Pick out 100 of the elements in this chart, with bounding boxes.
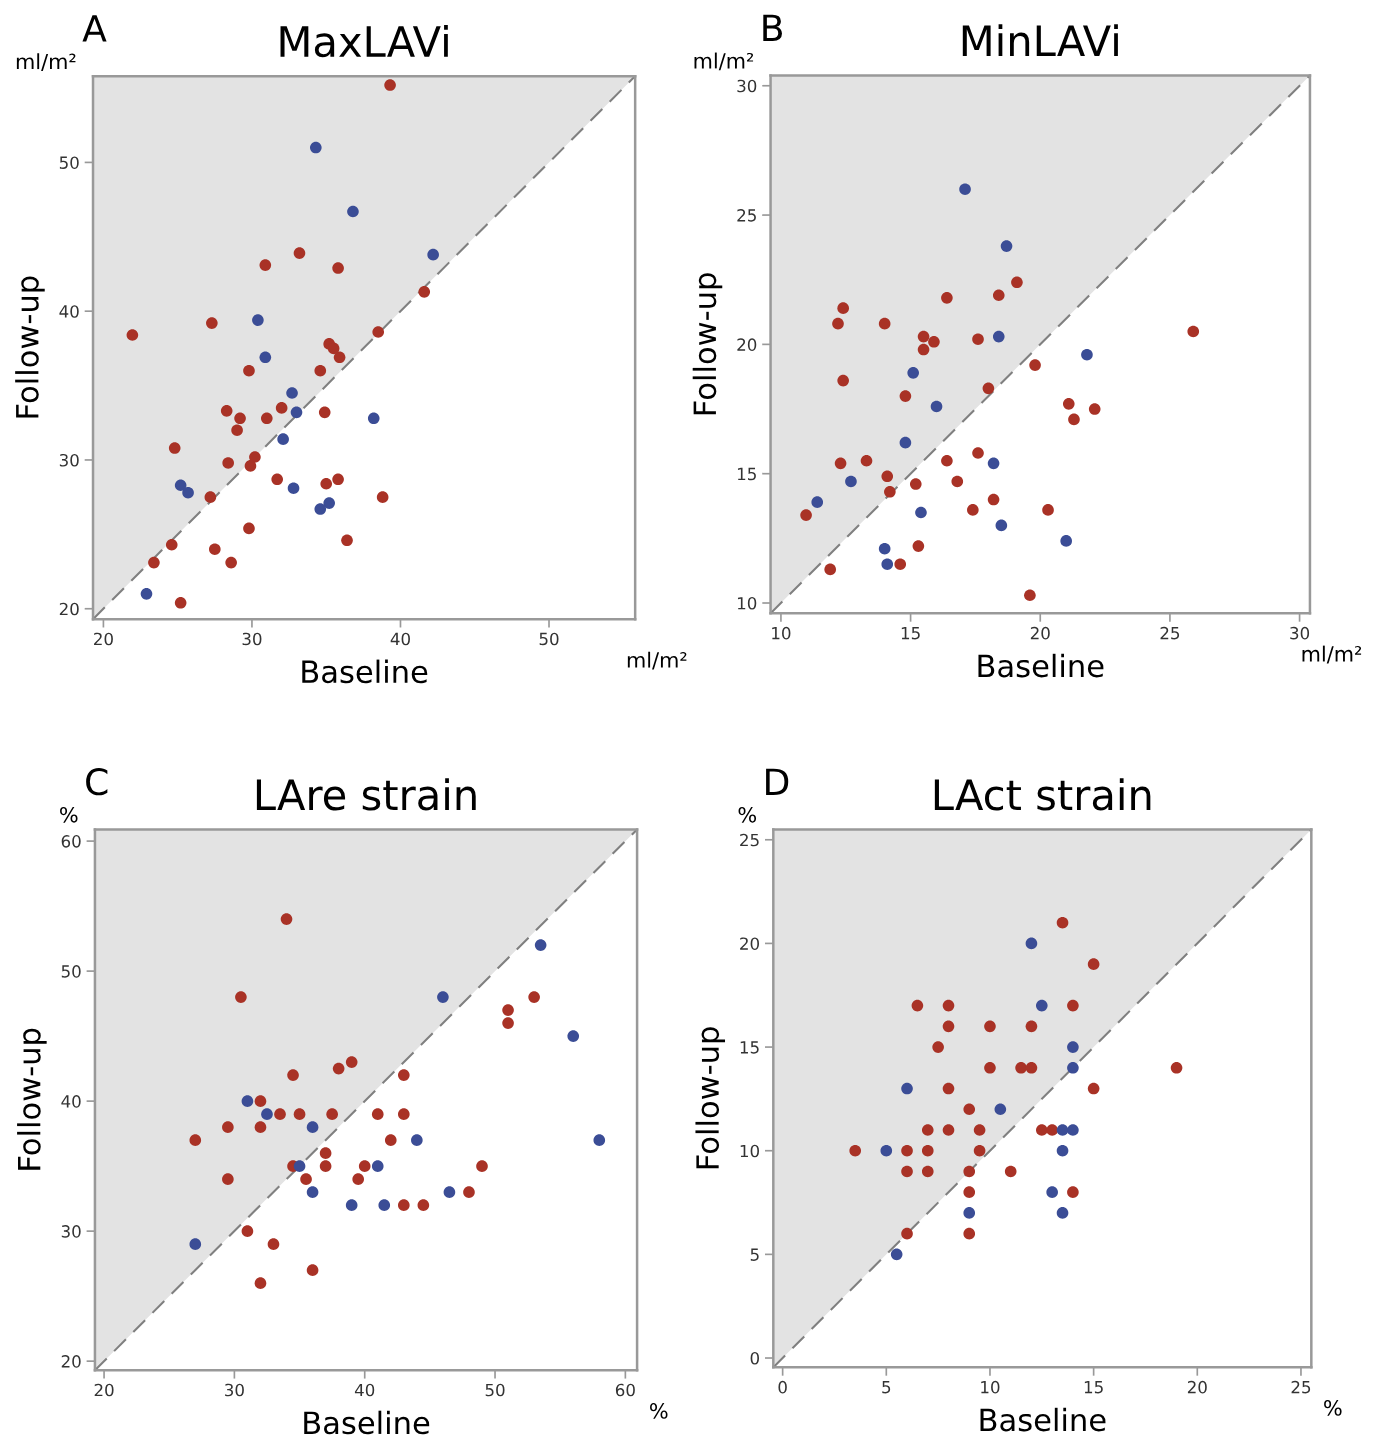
point [168,442,181,454]
point [327,342,340,355]
point [411,1134,423,1146]
point [1025,1061,1038,1074]
point [254,1095,267,1107]
text: % [650,1403,668,1419]
point [915,506,927,519]
point [1067,999,1079,1012]
point [528,991,540,1003]
point [345,1199,358,1211]
point [987,493,1000,506]
point [567,1030,580,1042]
x-tick-label: 10 [772,626,791,640]
y-tick-label: 20 [737,338,757,351]
point [901,1144,913,1157]
x-axis-title: Baseline [304,1410,430,1435]
y-tick-label: 10 [740,1144,760,1158]
point [332,262,344,274]
point [994,1103,1007,1116]
point [1067,1061,1079,1074]
point [189,1134,202,1146]
point [963,1103,976,1116]
point [427,248,439,261]
point [894,558,907,571]
point [326,1108,338,1120]
y-tick-label: 40 [61,1095,81,1108]
point [259,351,272,364]
point [942,1124,955,1136]
x-tick-label: 25 [1160,626,1180,640]
point [476,1160,488,1172]
point [878,542,891,555]
point [222,1173,234,1185]
point [992,330,1005,343]
point [1004,1165,1017,1178]
x-tick-label: 25 [1291,1380,1311,1394]
point [890,1248,903,1261]
chart-title: LAre strain [256,778,476,811]
chart-title: MinLAVi [962,24,1118,56]
point [963,1227,976,1240]
point [1187,325,1200,338]
point [899,390,912,402]
point [942,1082,955,1095]
point [941,454,953,467]
point [959,183,971,196]
point [972,447,984,459]
point [951,475,964,488]
point [907,367,919,379]
point [398,1108,410,1120]
point [174,596,187,609]
text: ml/m² [627,651,687,670]
y-tick-label: 50 [59,156,79,169]
point [984,1061,996,1074]
point [834,457,847,470]
x-tick-label: 5 [882,1381,891,1394]
point [277,433,289,445]
x-axis-title: Baseline [980,1407,1106,1432]
y-tick-label: 20 [740,937,760,950]
point [928,335,940,348]
point [204,491,217,503]
point [398,1069,410,1081]
point [941,292,953,304]
point [1025,937,1038,950]
point [300,1173,312,1185]
text: ml/m² [16,53,76,72]
point [917,330,930,343]
point [235,991,247,1003]
point [244,460,257,472]
point [995,519,1008,532]
point [837,302,849,314]
point [252,314,264,326]
point [243,522,255,535]
point [293,247,306,259]
point [352,1173,365,1185]
x-tick-label: 20 [94,1383,114,1397]
x-tick-label: 40 [354,1383,375,1397]
point [1024,589,1036,602]
point [220,405,233,417]
point [884,485,896,498]
point [234,412,246,425]
point [973,1144,986,1157]
point [165,538,178,551]
y-axis-title: Follow-up [695,1027,726,1169]
y-tick-label: 15 [740,1041,759,1054]
point [1015,1061,1027,1074]
point [942,1020,955,1033]
point [1068,413,1080,426]
y-axis-title: Follow-up [692,273,723,415]
point [259,259,272,271]
point [912,540,925,552]
point [241,1225,254,1237]
point [1000,240,1013,252]
x-tick-label: 30 [1290,626,1310,640]
point [286,387,298,399]
point [921,1165,934,1178]
x-tick-label: 15 [901,627,920,640]
y-tick-label: 5 [750,1248,759,1261]
point [984,1020,996,1033]
point [881,470,894,483]
y-tick-label: 25 [740,833,759,847]
point [371,1108,384,1120]
